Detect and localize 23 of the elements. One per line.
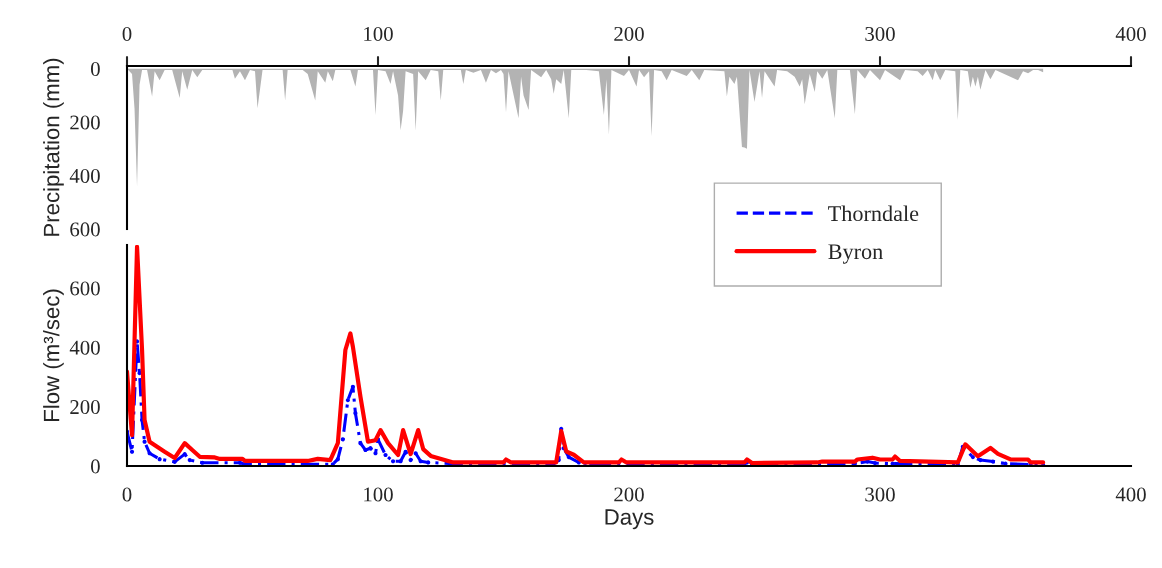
y-axis-title: Precipitation (mm) xyxy=(43,58,64,236)
x-tick-label: 300 xyxy=(865,487,895,502)
x-tick-label: 400 xyxy=(1115,26,1146,41)
y-tick-label: 200 xyxy=(70,400,100,415)
y-tick-label: 0 xyxy=(90,62,100,77)
x-tick-label: 0 xyxy=(122,26,132,41)
x-tick-label: 200 xyxy=(614,26,644,41)
x-tick-label: 300 xyxy=(865,26,895,41)
x-tick-label: 200 xyxy=(614,487,644,502)
legend-label: Byron xyxy=(828,244,883,264)
y-axis-title: Flow (m³/sec) xyxy=(43,289,64,421)
x-tick-label: 100 xyxy=(364,26,393,41)
y-tick-label: 600 xyxy=(70,281,100,296)
x-tick-label: 100 xyxy=(364,487,393,502)
x-tick-label: 400 xyxy=(1115,487,1146,502)
x-axis-title: Days xyxy=(605,509,654,530)
y-tick-label: 400 xyxy=(69,340,100,355)
y-tick-label: 600 xyxy=(70,222,100,237)
x-tick-label: 0 xyxy=(122,487,132,502)
y-tick-label: 0 xyxy=(90,459,100,474)
y-tick-label: 400 xyxy=(69,168,100,183)
y-tick-label: 200 xyxy=(70,115,100,130)
legend-label: Thorndale xyxy=(828,205,919,222)
